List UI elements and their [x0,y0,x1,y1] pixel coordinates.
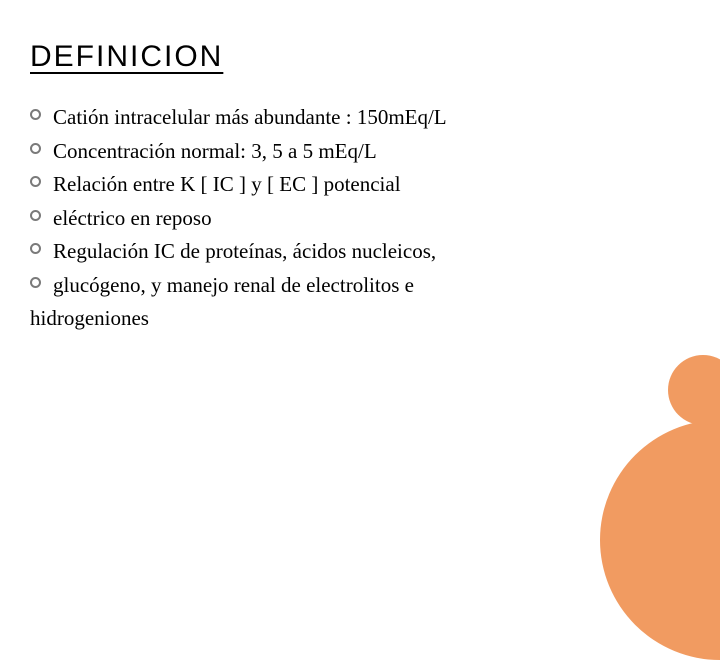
bullet-icon [30,277,41,288]
bullet-icon [30,143,41,154]
bullet-icon [30,176,41,187]
bullet-item: glucógeno, y manejo renal de electrolito… [30,270,690,302]
bullet-item: Catión intracelular más abundante : 150m… [30,102,690,134]
decor-circle-small-icon [668,355,720,425]
bullet-text: Regulación IC de proteínas, ácidos nucle… [53,236,690,268]
slide-body: Catión intracelular más abundante : 150m… [30,102,690,335]
bullet-icon [30,210,41,221]
bullet-icon [30,109,41,120]
continuation-text: hidrogeniones [30,306,149,330]
bullet-item: Concentración normal: 3, 5 a 5 mEq/L [30,136,690,168]
bullet-text: Concentración normal: 3, 5 a 5 mEq/L [53,136,690,168]
decor-circle-large-icon [600,420,720,660]
bullet-icon [30,243,41,254]
bullet-text: eléctrico en reposo [53,203,690,235]
bullet-text: Relación entre K [ IC ] y [ EC ] potenci… [53,169,690,201]
bullet-item: eléctrico en reposo [30,203,690,235]
bullet-item: Regulación IC de proteínas, ácidos nucle… [30,236,690,268]
bullet-text: Catión intracelular más abundante : 150m… [53,102,690,134]
slide-title: DEFINICION [30,40,690,74]
slide-container: DEFINICION Catión intracelular más abund… [0,0,720,540]
continuation-line: hidrogeniones [30,303,690,335]
bullet-text: glucógeno, y manejo renal de electrolito… [53,270,690,302]
bullet-item: Relación entre K [ IC ] y [ EC ] potenci… [30,169,690,201]
